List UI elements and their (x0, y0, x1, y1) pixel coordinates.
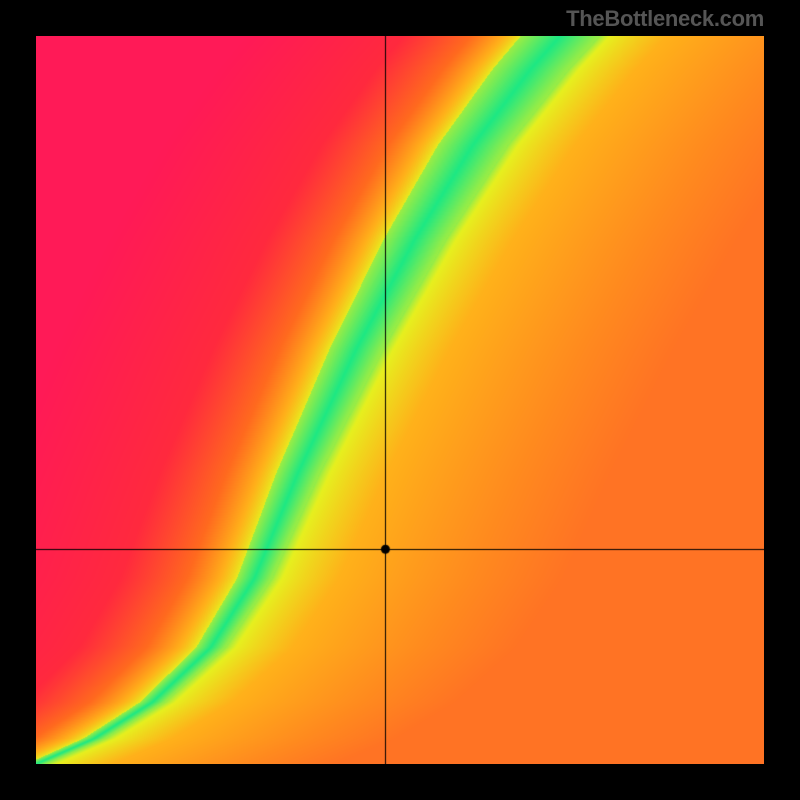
heatmap-canvas (36, 36, 764, 764)
watermark-text: TheBottleneck.com (566, 6, 764, 32)
chart-container: TheBottleneck.com (0, 0, 800, 800)
